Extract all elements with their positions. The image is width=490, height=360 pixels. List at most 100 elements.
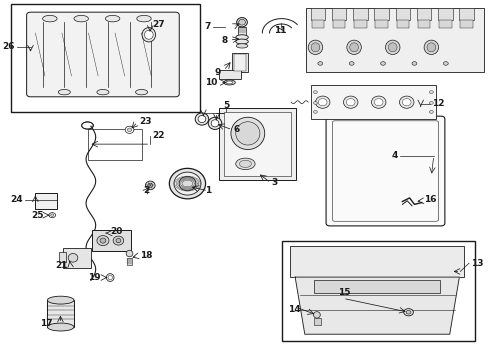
- Bar: [92, 230, 131, 251]
- Ellipse shape: [314, 102, 318, 104]
- Bar: [28, 30, 37, 58]
- Ellipse shape: [374, 99, 383, 106]
- Ellipse shape: [142, 28, 156, 42]
- Text: 23: 23: [139, 117, 152, 126]
- Bar: [460, 21, 473, 28]
- Bar: [311, 8, 325, 21]
- Bar: [315, 280, 440, 293]
- Ellipse shape: [97, 89, 109, 95]
- Polygon shape: [295, 277, 459, 334]
- Ellipse shape: [371, 96, 386, 108]
- Ellipse shape: [223, 80, 235, 85]
- Ellipse shape: [48, 323, 74, 331]
- Bar: [219, 108, 296, 180]
- Bar: [418, 21, 430, 28]
- Ellipse shape: [97, 235, 109, 246]
- Text: 26: 26: [2, 42, 15, 51]
- FancyBboxPatch shape: [26, 12, 179, 97]
- Ellipse shape: [145, 30, 153, 39]
- Text: 5: 5: [223, 101, 229, 110]
- Ellipse shape: [170, 168, 206, 199]
- Ellipse shape: [236, 39, 248, 44]
- Ellipse shape: [443, 62, 448, 65]
- Bar: [169, 37, 178, 58]
- Text: 7: 7: [205, 22, 211, 31]
- Ellipse shape: [424, 40, 439, 54]
- Ellipse shape: [240, 160, 251, 167]
- Ellipse shape: [402, 99, 411, 106]
- Ellipse shape: [236, 44, 248, 48]
- Ellipse shape: [226, 81, 233, 84]
- Bar: [223, 112, 291, 176]
- Ellipse shape: [314, 111, 318, 113]
- Ellipse shape: [429, 91, 433, 94]
- Ellipse shape: [389, 43, 397, 52]
- Text: 6: 6: [233, 125, 240, 134]
- Text: 11: 11: [274, 26, 287, 35]
- Text: 3: 3: [271, 178, 277, 187]
- Ellipse shape: [68, 253, 78, 262]
- Bar: [354, 21, 367, 28]
- Text: 14: 14: [288, 305, 300, 314]
- Ellipse shape: [106, 274, 114, 282]
- Bar: [374, 8, 389, 21]
- Text: 24: 24: [10, 195, 23, 204]
- Ellipse shape: [136, 89, 147, 95]
- Ellipse shape: [231, 117, 265, 149]
- Bar: [314, 318, 321, 325]
- Ellipse shape: [58, 89, 71, 95]
- Ellipse shape: [148, 183, 153, 188]
- Ellipse shape: [146, 181, 155, 190]
- Text: 17: 17: [40, 319, 53, 328]
- Ellipse shape: [427, 43, 436, 52]
- Bar: [438, 8, 453, 21]
- Bar: [375, 21, 388, 28]
- Ellipse shape: [412, 62, 417, 65]
- Text: 12: 12: [432, 99, 445, 108]
- Ellipse shape: [404, 309, 414, 316]
- Ellipse shape: [236, 122, 260, 145]
- Text: 21: 21: [56, 261, 68, 270]
- Ellipse shape: [211, 120, 219, 127]
- Ellipse shape: [308, 40, 323, 54]
- Text: 9: 9: [215, 68, 221, 77]
- Ellipse shape: [236, 35, 248, 40]
- Text: 16: 16: [424, 195, 437, 204]
- Bar: [234, 54, 246, 71]
- Text: 10: 10: [205, 78, 218, 87]
- Text: 20: 20: [110, 228, 122, 237]
- Ellipse shape: [179, 176, 196, 191]
- Ellipse shape: [318, 99, 327, 106]
- Bar: [11, 4, 199, 112]
- Text: 13: 13: [471, 259, 484, 268]
- Ellipse shape: [108, 275, 112, 280]
- Ellipse shape: [381, 62, 386, 65]
- Bar: [58, 252, 66, 262]
- Ellipse shape: [43, 15, 57, 22]
- Ellipse shape: [125, 126, 134, 134]
- Bar: [282, 241, 475, 341]
- Ellipse shape: [239, 19, 245, 25]
- Text: 19: 19: [88, 273, 101, 282]
- Ellipse shape: [347, 40, 361, 54]
- Ellipse shape: [100, 238, 106, 243]
- Text: 27: 27: [152, 19, 165, 28]
- Ellipse shape: [195, 113, 209, 125]
- Bar: [219, 69, 241, 78]
- Ellipse shape: [318, 62, 323, 65]
- Bar: [395, 8, 410, 21]
- Ellipse shape: [48, 296, 74, 304]
- Ellipse shape: [49, 213, 56, 218]
- Ellipse shape: [198, 116, 206, 123]
- FancyBboxPatch shape: [326, 116, 445, 226]
- Bar: [291, 246, 464, 277]
- Bar: [232, 53, 248, 72]
- Ellipse shape: [429, 102, 433, 104]
- Ellipse shape: [113, 236, 123, 245]
- Ellipse shape: [349, 62, 354, 65]
- Bar: [63, 248, 91, 268]
- Text: 15: 15: [338, 288, 351, 297]
- Ellipse shape: [316, 96, 330, 108]
- Ellipse shape: [74, 15, 89, 22]
- Text: 18: 18: [140, 251, 152, 260]
